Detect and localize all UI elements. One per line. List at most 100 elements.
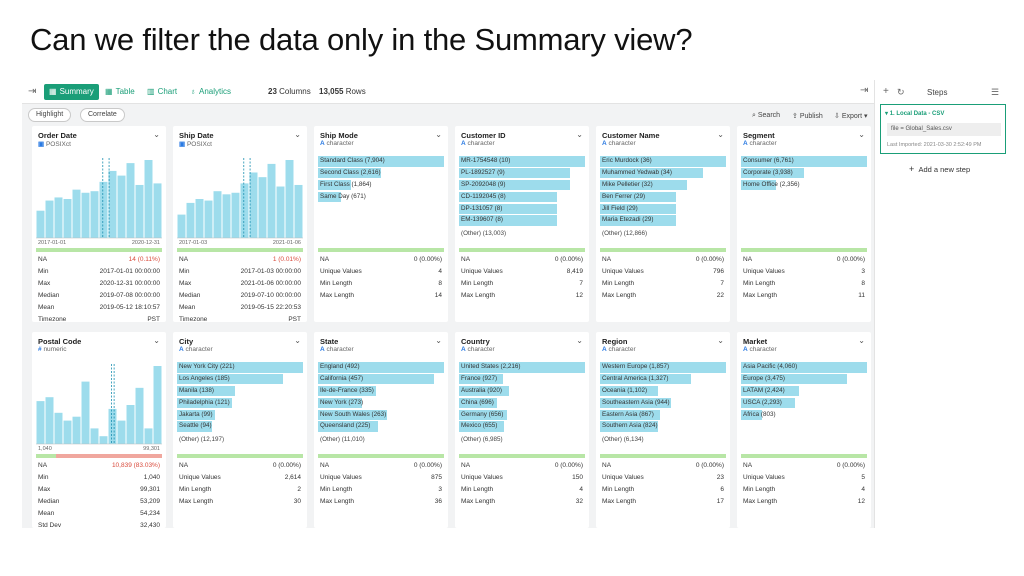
value-bar[interactable]: Philadelphia (121) — [177, 397, 303, 410]
value-bar[interactable]: Ile-de-France (335) — [318, 385, 444, 398]
value-bar[interactable]: Manila (138) — [177, 385, 303, 398]
hist-bar[interactable] — [267, 163, 276, 238]
value-bar[interactable]: Same Day (671) — [318, 191, 444, 204]
value-bar[interactable]: Germany (656) — [459, 409, 585, 422]
value-bar[interactable]: United States (2,216) — [459, 362, 585, 374]
value-bar[interactable]: Oceania (1,102) — [600, 385, 726, 398]
value-bar[interactable]: DP-131057 (8) — [459, 203, 585, 216]
chevron-down-icon[interactable]: ⌄ — [294, 336, 301, 345]
value-bar[interactable]: Ben Ferrer (29) — [600, 191, 726, 204]
highlight-button[interactable]: Highlight — [28, 108, 72, 122]
value-bar[interactable]: Standard Class (7,904) — [318, 156, 444, 168]
value-bar[interactable]: Eric Murdock (36) — [600, 156, 726, 168]
add-icon[interactable]: + — [883, 86, 889, 97]
hist-bar[interactable] — [126, 163, 135, 238]
hist-bar[interactable] — [45, 200, 54, 238]
hist-bar[interactable] — [81, 192, 90, 238]
hist-bar[interactable] — [117, 175, 126, 238]
value-bar[interactable]: PL-1892527 (9) — [459, 167, 585, 180]
value-bar[interactable]: USCA (2,293) — [741, 397, 867, 410]
tab-analytics[interactable]: ♁ Analytics — [185, 84, 236, 100]
hist-bar[interactable] — [90, 191, 99, 238]
hist-bar[interactable] — [144, 160, 153, 238]
value-bar[interactable]: Central America (1,327) — [600, 373, 726, 386]
chevron-down-icon[interactable]: ⌄ — [153, 130, 160, 139]
value-bar[interactable]: New South Wales (263) — [318, 409, 444, 422]
chevron-down-icon[interactable]: ⌄ — [717, 336, 724, 345]
chevron-down-icon[interactable]: ⌄ — [858, 130, 865, 139]
value-bar[interactable]: Home Office (2,356) — [741, 179, 867, 192]
chevron-down-icon[interactable]: ⌄ — [153, 336, 160, 345]
add-new-step-button[interactable]: + Add a new step — [909, 164, 971, 174]
hist-bar[interactable] — [144, 428, 153, 444]
hist-bar[interactable] — [108, 408, 117, 444]
hist-bar[interactable] — [285, 160, 294, 238]
value-bar[interactable]: Consumer (6,761) — [741, 156, 867, 168]
value-bar[interactable]: Asia Pacific (4,060) — [741, 362, 867, 374]
value-bar[interactable]: Australia (920) — [459, 385, 585, 398]
value-bar[interactable]: Seattle (94) — [177, 421, 303, 433]
hist-bar[interactable] — [195, 199, 204, 238]
hist-bar[interactable] — [36, 210, 45, 238]
tab-chart[interactable]: ▥ Chart — [142, 84, 182, 100]
hist-bar[interactable] — [213, 191, 222, 238]
hist-bar[interactable] — [177, 214, 186, 238]
value-bar[interactable]: SP-2092048 (9) — [459, 179, 585, 192]
tab-summary[interactable]: ▦ Summary — [44, 84, 99, 100]
value-bar[interactable]: Jakarta (99) — [177, 409, 303, 422]
hist-bar[interactable] — [81, 381, 90, 444]
chevron-down-icon[interactable]: ⌄ — [717, 130, 724, 139]
chevron-down-icon[interactable]: ⌄ — [858, 336, 865, 345]
chevron-down-icon[interactable]: ⌄ — [576, 336, 583, 345]
refresh-icon[interactable]: ↻ — [897, 87, 905, 97]
value-bar[interactable]: LATAM (2,424) — [741, 385, 867, 398]
value-bar[interactable]: Western Europe (1,857) — [600, 362, 726, 374]
value-bar[interactable]: Eastern Asia (867) — [600, 409, 726, 422]
value-bar[interactable]: EM-139607 (8) — [459, 215, 585, 227]
value-bar[interactable]: Maria Etezadi (29) — [600, 215, 726, 227]
value-bar[interactable]: Mexico (655) — [459, 421, 585, 433]
hist-bar[interactable] — [45, 397, 54, 444]
chevron-down-icon[interactable]: ⌄ — [435, 130, 442, 139]
tab-table[interactable]: ▦ Table — [100, 84, 140, 100]
hist-bar[interactable] — [153, 366, 162, 444]
hist-bar[interactable] — [108, 170, 117, 238]
hist-bar[interactable] — [54, 197, 63, 238]
hist-bar[interactable] — [240, 183, 249, 238]
hist-bar[interactable] — [117, 420, 126, 444]
hist-bar[interactable] — [249, 172, 258, 238]
hist-bar[interactable] — [54, 412, 63, 444]
value-bar[interactable]: China (696) — [459, 397, 585, 410]
hist-bar[interactable] — [204, 200, 213, 238]
export-button[interactable]: ⇩ Export ▾ — [834, 113, 868, 120]
chevron-down-icon[interactable]: ⌄ — [435, 336, 442, 345]
hist-bar[interactable] — [276, 186, 285, 238]
value-bar[interactable]: England (492) — [318, 362, 444, 374]
value-bar[interactable]: Muhammed Yedwab (34) — [600, 167, 726, 180]
hist-bar[interactable] — [135, 387, 144, 444]
hist-bar[interactable] — [99, 181, 108, 238]
correlate-button[interactable]: Correlate — [80, 108, 125, 122]
hist-bar[interactable] — [63, 199, 72, 238]
value-bar[interactable]: Europe (3,475) — [741, 373, 867, 386]
hist-bar[interactable] — [222, 194, 231, 238]
value-bar[interactable]: France (927) — [459, 373, 585, 386]
hist-bar[interactable] — [72, 189, 81, 238]
settings-sliders-icon[interactable]: ☰ — [991, 87, 1000, 97]
value-bar[interactable]: Mike Pelletier (32) — [600, 179, 726, 192]
step-item[interactable]: ▾ 1. Local Data - CSV file = Global_Sale… — [880, 104, 1006, 154]
hist-bar[interactable] — [153, 183, 162, 238]
hist-bar[interactable] — [135, 184, 144, 238]
hist-bar[interactable] — [294, 184, 303, 238]
hist-bar[interactable] — [126, 405, 135, 444]
value-bar[interactable]: Corporate (3,938) — [741, 167, 867, 180]
value-bar[interactable]: CD-1192045 (8) — [459, 191, 585, 204]
value-bar[interactable]: Los Angeles (185) — [177, 373, 303, 386]
value-bar[interactable]: California (457) — [318, 373, 444, 386]
value-bar[interactable]: MR-1754548 (10) — [459, 156, 585, 168]
hist-bar[interactable] — [90, 428, 99, 444]
collapse-sidebar-icon[interactable]: ⇥ — [28, 86, 37, 97]
hist-bar[interactable] — [72, 416, 81, 444]
value-bar[interactable]: Jill Field (29) — [600, 203, 726, 216]
hist-bar[interactable] — [231, 192, 240, 238]
